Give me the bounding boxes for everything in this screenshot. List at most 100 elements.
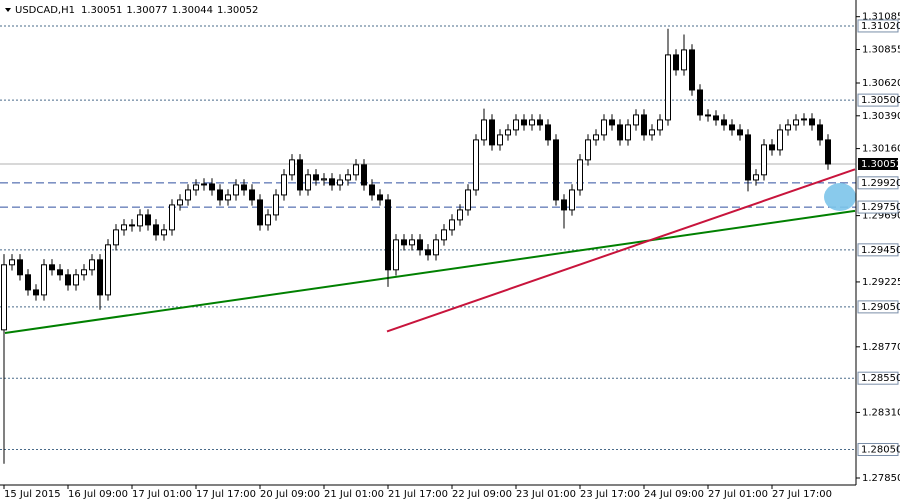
candle-body: [561, 199, 567, 211]
candle-body: [689, 49, 695, 91]
candle-body: [601, 119, 607, 136]
y-tick-label: 1.30390: [862, 111, 900, 122]
x-tick-label: 21 Jul 01:00: [324, 489, 384, 500]
candle-body: [553, 139, 559, 201]
x-tick-label: 17 Jul 01:00: [132, 489, 192, 500]
candle-body: [81, 269, 87, 276]
x-tick-label: 21 Jul 17:00: [388, 489, 448, 500]
candle-body: [161, 229, 167, 236]
candle-body: [713, 115, 719, 121]
y-tick-label: 1.28770: [862, 342, 900, 353]
x-tick-label: 23 Jul 17:00: [580, 489, 640, 500]
candle-body: [737, 129, 743, 136]
candle-body: [257, 199, 263, 226]
candle-body: [9, 259, 15, 266]
header-arrow: [5, 8, 11, 12]
x-tick-label: 27 Jul 17:00: [772, 489, 832, 500]
level-label: 1.30500: [861, 95, 900, 106]
candle-body: [577, 159, 583, 191]
current-price-label: 1.30052: [861, 159, 900, 170]
candle-body: [345, 174, 351, 181]
candle-body: [105, 244, 111, 296]
candle-body: [17, 259, 23, 276]
candle-body: [673, 54, 679, 71]
level-label: 1.29450: [861, 245, 900, 256]
candle-body: [273, 194, 279, 216]
candle-body: [41, 264, 47, 296]
plot-area: [0, 25, 856, 464]
candle-body: [417, 239, 423, 251]
level-label: 1.28050: [861, 444, 900, 455]
candle-body: [145, 214, 151, 226]
candle-body: [353, 164, 359, 176]
candle-body: [633, 114, 639, 126]
candle-body: [793, 119, 799, 126]
candle-body: [705, 114, 711, 117]
y-tick-label: 1.29690: [862, 211, 900, 222]
level-label-box: [857, 300, 899, 314]
header-close: 1.30052: [217, 5, 258, 16]
y-tick-label: 1.27850: [862, 473, 900, 484]
candle-body: [497, 134, 503, 146]
candle-body: [753, 174, 759, 181]
highlight-ellipse: [824, 183, 856, 211]
candle-body: [569, 189, 575, 211]
candle-body: [361, 164, 367, 186]
candle-body: [289, 159, 295, 176]
candle-body: [225, 194, 231, 201]
candle-body: [513, 119, 519, 131]
candle-body: [89, 259, 95, 271]
candle-body: [617, 124, 623, 141]
candle-body: [657, 119, 663, 131]
level-label: 1.29750: [861, 202, 900, 213]
candle-body: [137, 214, 143, 227]
candle-body: [649, 129, 655, 136]
candle-body: [745, 134, 751, 181]
x-tick-label: 15 Jul 2015: [4, 489, 61, 500]
candle-body: [769, 144, 775, 151]
candle-body: [729, 124, 735, 131]
candle-body: [1, 264, 7, 331]
level-label: 1.29920: [861, 178, 900, 189]
y-tick-label: 1.28310: [862, 407, 900, 418]
candle-body: [65, 274, 71, 286]
candle-body: [313, 174, 319, 181]
x-tick-label: 17 Jul 17:00: [196, 489, 256, 500]
candle-body: [377, 194, 383, 201]
header-open: 1.30051: [81, 5, 122, 16]
level-label-box: [857, 371, 899, 385]
candle-body: [505, 129, 511, 136]
level-label: 1.28550: [861, 373, 900, 384]
candle-body: [777, 129, 783, 151]
x-tick-label: 20 Jul 09:00: [260, 489, 320, 500]
level-label-box: [857, 19, 899, 33]
x-tick-label: 23 Jul 01:00: [516, 489, 576, 500]
candle-body: [49, 264, 55, 271]
x-tick-label: 24 Jul 09:00: [644, 489, 704, 500]
level-label-box: [857, 176, 899, 190]
candle-body: [489, 119, 495, 146]
candle-body: [305, 174, 311, 191]
candle-body: [329, 178, 335, 186]
candle-body: [153, 224, 159, 236]
candle-body: [697, 89, 703, 116]
candle-body: [473, 139, 479, 191]
candle-body: [521, 119, 527, 126]
candle-body: [185, 189, 191, 201]
level-label: 1.31020: [861, 21, 900, 32]
y-tick-label: 1.30160: [862, 144, 900, 155]
trendline: [4, 209, 856, 334]
candle-body: [233, 184, 239, 196]
candle-body: [97, 259, 103, 296]
y-tick-label: 1.30855: [862, 44, 900, 55]
candle-body: [393, 239, 399, 271]
candle-body: [113, 229, 119, 246]
candle-body: [337, 179, 343, 186]
candle-body: [465, 189, 471, 211]
y-tick-label: 1.29225: [862, 277, 900, 288]
candle-body: [209, 183, 215, 191]
candle-body: [809, 118, 815, 126]
candle-body: [33, 289, 39, 296]
candle-body: [281, 174, 287, 196]
level-label-box: [857, 442, 899, 456]
